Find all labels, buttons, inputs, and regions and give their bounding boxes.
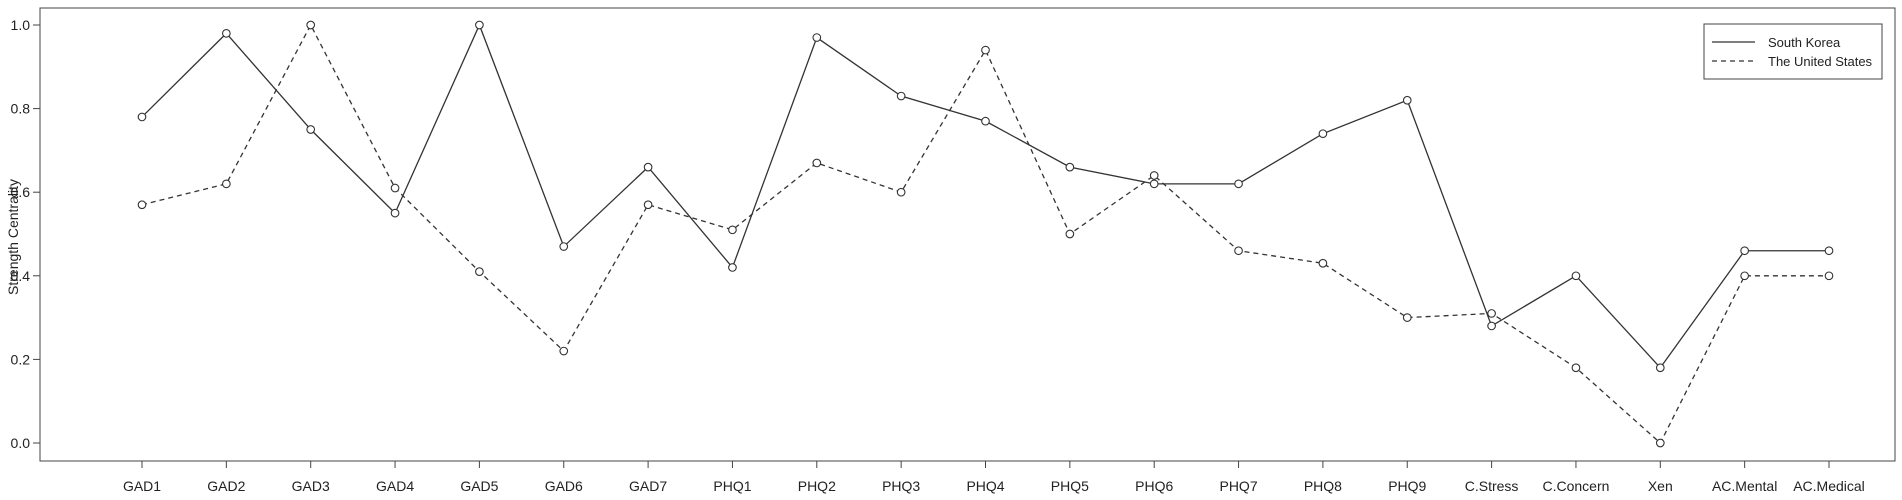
data-point [1487, 309, 1496, 318]
data-point [1402, 313, 1412, 322]
data-point [1318, 129, 1328, 139]
x-tick-label: PHQ4 [966, 478, 1004, 494]
y-axis-title: Strength Centrality [5, 179, 21, 295]
y-tick-label: 0.0 [11, 435, 31, 451]
y-tick-label: 0.4 [11, 268, 31, 284]
x-tick-label: GAD3 [292, 478, 330, 494]
y-tick-label: 0.8 [11, 101, 31, 117]
x-tick-label: GAD2 [207, 478, 245, 494]
x-tick-label: AC.Mental [1712, 478, 1777, 494]
data-point [137, 200, 147, 210]
y-tick-label: 0.6 [11, 184, 31, 200]
data-point [1740, 246, 1749, 256]
legend-label: The United States [1768, 54, 1873, 69]
data-point [981, 45, 990, 55]
x-tick-label: AC.Medical [1793, 478, 1865, 494]
data-point [1740, 271, 1749, 281]
data-point [306, 125, 316, 134]
series-0 [137, 20, 1834, 373]
data-point [306, 20, 316, 30]
data-point [390, 183, 400, 193]
data-point [222, 179, 231, 189]
x-tick-label: C.Concern [1542, 478, 1609, 494]
x-tick-label: GAD4 [376, 478, 414, 494]
y-tick-label: 0.2 [11, 351, 31, 367]
data-point [222, 29, 231, 38]
data-point [559, 346, 569, 356]
x-tick-label: GAD7 [629, 478, 667, 494]
x-tick-label: GAD1 [123, 478, 161, 494]
x-tick-label: GAD6 [545, 478, 583, 494]
series-line [141, 23, 1829, 445]
data-point [981, 116, 990, 126]
x-tick-label: Xen [1648, 478, 1673, 494]
series-1 [137, 20, 1834, 448]
x-tick-label: PHQ5 [1051, 478, 1089, 494]
x-tick-label: C.Stress [1465, 478, 1519, 494]
data-point [475, 267, 484, 276]
data-point [1487, 321, 1496, 331]
x-tick-label: PHQ1 [713, 478, 751, 494]
data-point [1149, 179, 1159, 189]
series-layer [137, 20, 1834, 448]
data-point [728, 225, 737, 235]
data-point [896, 187, 906, 197]
x-tick-label: PHQ8 [1304, 478, 1342, 494]
data-point [1655, 438, 1665, 448]
legend-box [1703, 23, 1883, 80]
data-point [1234, 179, 1243, 189]
data-point [896, 91, 906, 101]
data-point [728, 263, 737, 272]
plot-frame [39, 7, 1896, 462]
data-point [1824, 246, 1834, 256]
y-axis: 0.0 0.2 0.4 0.6 0.8 1.0 [11, 17, 41, 451]
data-point [559, 242, 569, 251]
data-point [1234, 246, 1243, 256]
data-point [643, 200, 653, 210]
series-line [141, 23, 1829, 369]
x-tick-label: PHQ6 [1135, 478, 1173, 494]
legend: South Korea The United States [1703, 23, 1883, 80]
data-point [812, 33, 822, 42]
y-tick-label: 1.0 [11, 17, 31, 33]
data-point [643, 162, 653, 172]
x-tick-label: PHQ2 [798, 478, 836, 494]
data-point [1571, 271, 1581, 281]
data-point [1318, 258, 1328, 268]
x-tick-label: PHQ9 [1388, 478, 1426, 494]
legend-label: South Korea [1768, 35, 1841, 50]
data-point [1824, 271, 1834, 281]
data-point [137, 112, 147, 122]
x-tick-label: PHQ3 [882, 478, 920, 494]
x-tick-label: GAD5 [460, 478, 498, 494]
data-point [390, 208, 400, 218]
data-point [812, 158, 822, 168]
x-tick-label: PHQ7 [1219, 478, 1257, 494]
data-point [1655, 363, 1665, 373]
data-point [1571, 363, 1581, 373]
data-point [1402, 95, 1412, 105]
data-point [1149, 171, 1159, 180]
x-axis: GAD1 GAD2 GAD3 GAD4 GAD5 GAD6 GAD7 PHQ1 PHQ2 PHQ3… [123, 460, 1865, 494]
data-point [475, 20, 484, 30]
data-point [1065, 162, 1075, 172]
data-point [1065, 229, 1075, 239]
